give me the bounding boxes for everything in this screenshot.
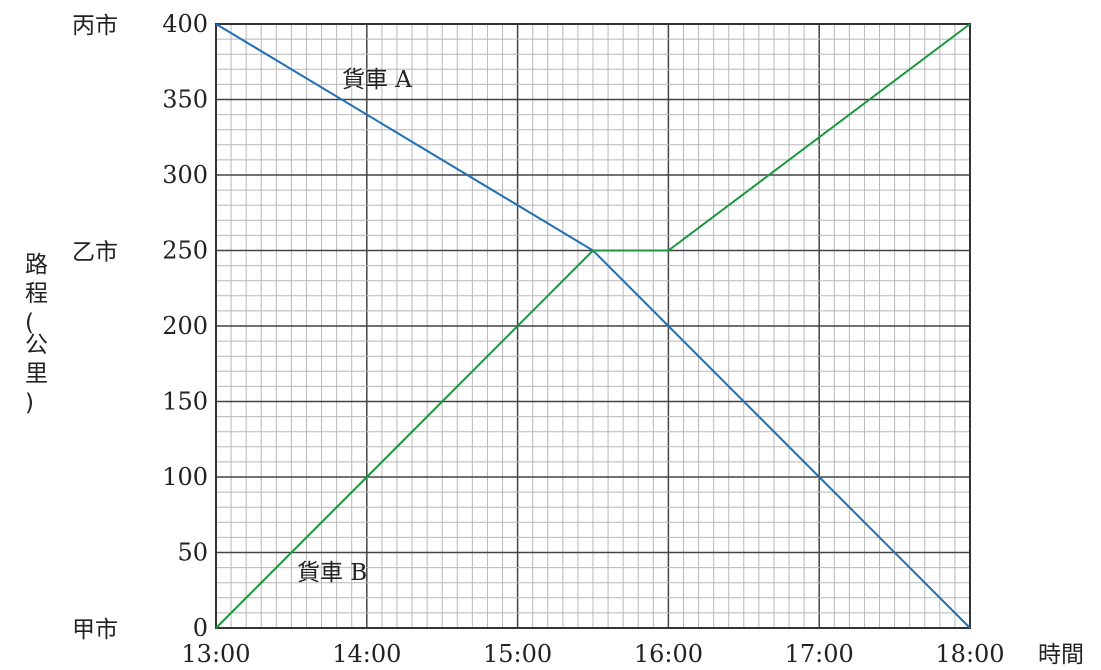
y-tick-label: 350 — [162, 86, 208, 114]
city-label: 甲市 — [72, 617, 118, 643]
y-tick-label: 250 — [162, 237, 208, 265]
y-tick-label: 400 — [162, 10, 208, 38]
x-tick-label: 14:00 — [332, 640, 401, 668]
y-tick-label: 300 — [162, 161, 208, 189]
y-axis-title: 路程(公里) — [25, 252, 48, 416]
x-tick-label: 13:00 — [181, 640, 250, 668]
y-tick-label: 150 — [162, 388, 208, 416]
y-tick-label: 100 — [162, 463, 208, 491]
x-axis-title: 時間 — [1038, 642, 1084, 668]
y-tick-label: 50 — [177, 539, 208, 567]
x-tick-label: 17:00 — [785, 640, 854, 668]
x-tick-label: 15:00 — [483, 640, 552, 668]
chart-grid — [215, 23, 971, 629]
x-tick-label: 16:00 — [634, 640, 703, 668]
series-label-truck-b: 貨車 B — [297, 560, 367, 586]
city-label: 乙市 — [72, 240, 118, 266]
x-tick-label: 18:00 — [935, 640, 1004, 668]
y-tick-label: 0 — [193, 614, 208, 642]
x-tick-labels: 13:00 14:00 15:00 16:00 17:00 18:00 — [181, 640, 1004, 668]
series-line-truck-b — [215, 23, 971, 629]
plot-frame — [215, 23, 971, 629]
y-tick-labels: 0 50 100 150 200 250 300 350 400 — [162, 10, 208, 642]
y-tick-label: 200 — [162, 312, 208, 340]
chart-series — [215, 23, 971, 629]
series-label-truck-a: 貨車 A — [342, 67, 412, 93]
city-label: 丙市 — [72, 13, 118, 39]
